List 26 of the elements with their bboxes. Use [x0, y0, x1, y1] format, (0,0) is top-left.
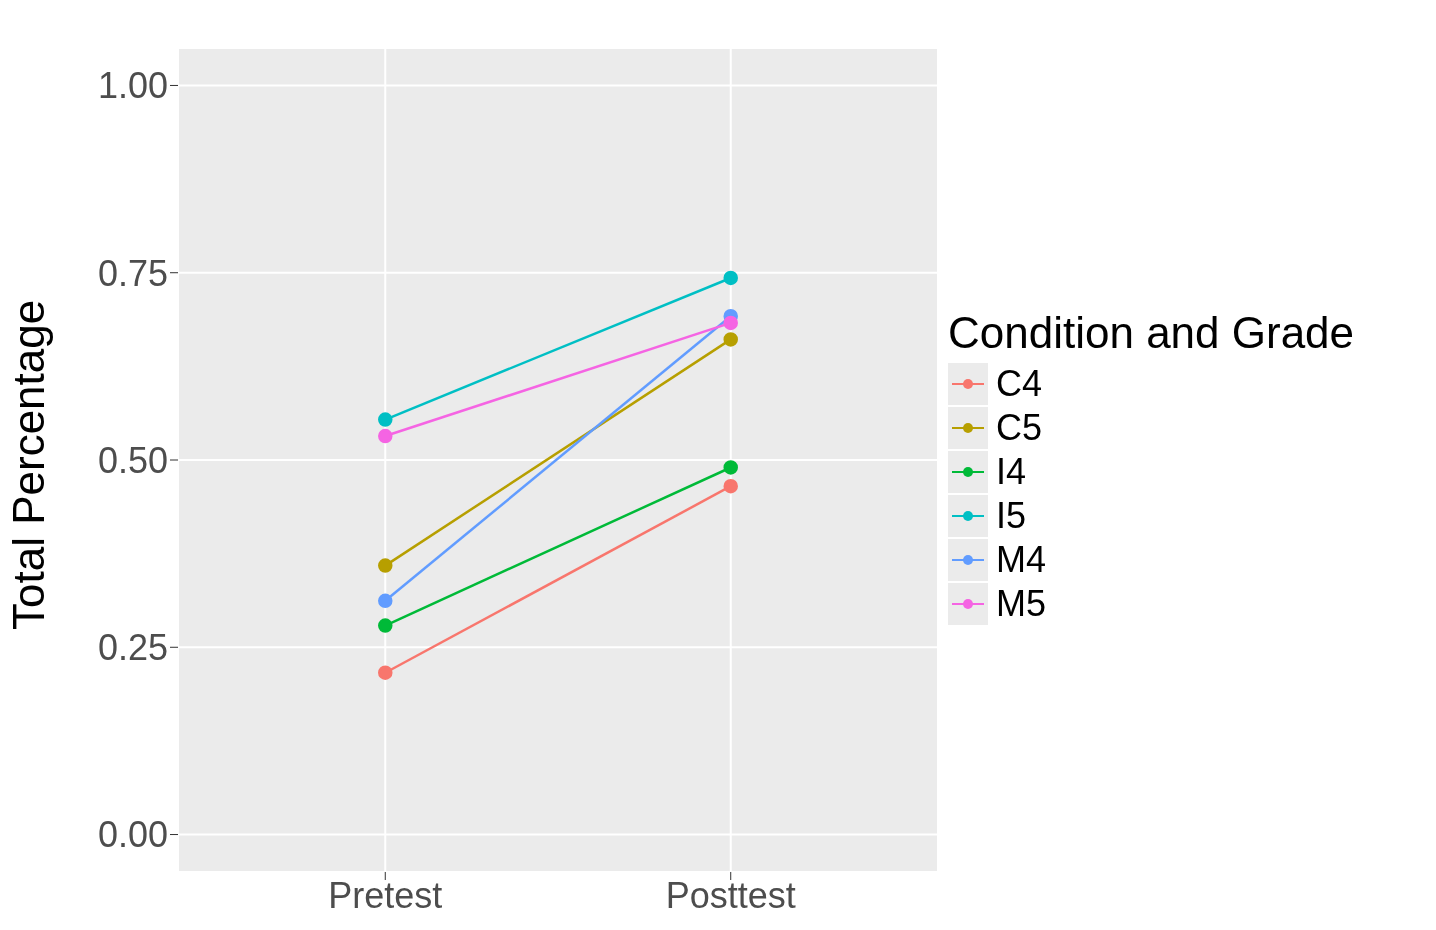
y-tick-label: 0.00	[97, 814, 168, 856]
point	[378, 665, 393, 680]
legend-label: M5	[996, 583, 1047, 625]
point	[723, 460, 738, 475]
x-tick-label: Pretest	[328, 874, 443, 916]
legend-label: I5	[996, 495, 1027, 537]
legend-label: C5	[996, 407, 1043, 449]
point	[378, 558, 393, 573]
point	[723, 478, 738, 494]
y-tick-label: 1.00	[97, 65, 168, 107]
point	[378, 618, 393, 633]
point	[378, 412, 393, 427]
point	[723, 332, 738, 347]
legend-label: M4	[996, 539, 1047, 581]
point	[723, 315, 738, 331]
legend-label: I4	[996, 451, 1027, 493]
y-tick-label: 0.50	[97, 439, 168, 481]
y-tick-label: 0.75	[97, 252, 168, 294]
legend-label: C4	[996, 363, 1043, 405]
y-axis-title: Total Percentage	[3, 299, 53, 630]
x-tick-label: Posttest	[665, 874, 796, 916]
point	[723, 270, 738, 286]
point	[378, 593, 393, 609]
y-tick-label: 0.25	[97, 627, 168, 669]
legend-title: Condition and Grade	[948, 308, 1355, 358]
point	[378, 428, 393, 444]
